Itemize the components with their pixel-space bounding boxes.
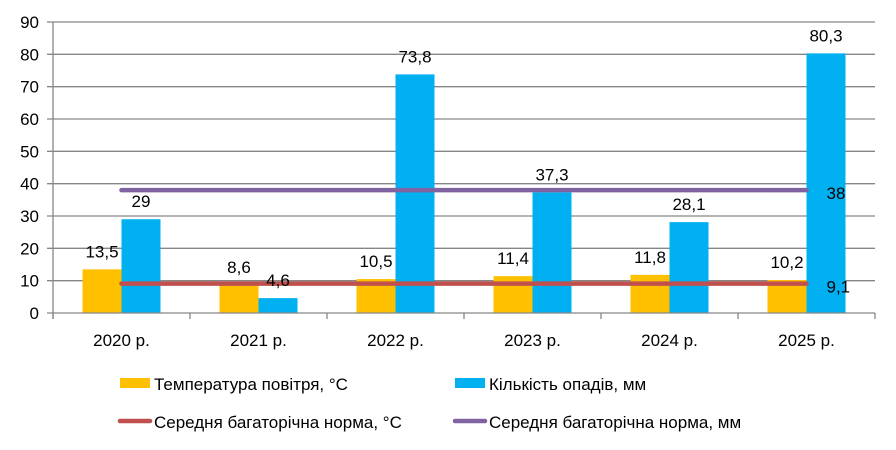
x-tick-label: 2020 р.: [93, 331, 150, 350]
x-tick-label: 2024 р.: [641, 331, 698, 350]
y-tick-label: 40: [20, 175, 39, 194]
x-tick-label: 2021 р.: [230, 331, 287, 350]
data-label: 28,1: [672, 195, 705, 214]
legend-swatch: [455, 378, 485, 388]
bar: [806, 53, 846, 313]
norm-lines: [119, 187, 809, 286]
bar: [395, 74, 435, 313]
bar: [630, 274, 670, 313]
legend-label: Кількість опадів, мм: [489, 375, 646, 394]
y-tick-label: 50: [20, 142, 39, 161]
grid: [47, 21, 875, 282]
y-tick-label: 70: [20, 78, 39, 97]
bar: [532, 192, 572, 313]
data-label: 13,5: [85, 242, 118, 261]
legend-label: Температура повітря, °С: [154, 375, 348, 394]
legend-label: Середня багаторічна норма, °С: [154, 413, 402, 432]
bar: [82, 269, 122, 313]
data-label: 10,5: [359, 252, 392, 271]
data-labels: 13,5 8,6 10,5 11,4 11,8 10,2 29 4,6 73,8 37,3 28,1…: [85, 26, 850, 296]
data-label: 73,8: [398, 47, 431, 66]
y-tick-label: 30: [20, 207, 39, 226]
legend-label: Середня багаторічна норма, мм: [489, 413, 741, 432]
line-end-label: 38: [827, 184, 846, 203]
data-label: 80,3: [809, 26, 842, 45]
x-tick-label: 2023 р.: [504, 331, 561, 350]
y-tick-label: 20: [20, 239, 39, 258]
y-tick-label: 10: [20, 272, 39, 291]
bar: [669, 222, 709, 313]
data-label: 37,3: [535, 165, 568, 184]
axes: 0 10 20 30 40 50 60 70 80 90 2020 р. 2021 р. 2022 р.…: [20, 13, 876, 350]
data-label: 10,2: [770, 253, 803, 272]
bars: [82, 53, 846, 313]
y-tick-label: 0: [30, 304, 39, 323]
data-label: 4,6: [266, 271, 290, 290]
data-label: 8,6: [227, 258, 251, 277]
x-tick-label: 2022 р.: [367, 331, 424, 350]
bar: [219, 285, 259, 313]
y-tick-label: 60: [20, 110, 39, 129]
legend: Температура повітря, °С Кількість опадів,…: [117, 375, 741, 432]
data-label: 29: [132, 192, 151, 211]
y-tick-label: 80: [20, 45, 39, 64]
data-label: 11,8: [634, 248, 666, 267]
bar: [258, 298, 298, 313]
bar: [121, 219, 161, 313]
data-label: 11,4: [497, 249, 529, 268]
line-end-label: 9,1: [827, 278, 851, 297]
legend-swatch: [120, 378, 150, 388]
x-tick-label: 2025 р.: [778, 331, 835, 350]
y-tick-label: 90: [20, 13, 39, 32]
